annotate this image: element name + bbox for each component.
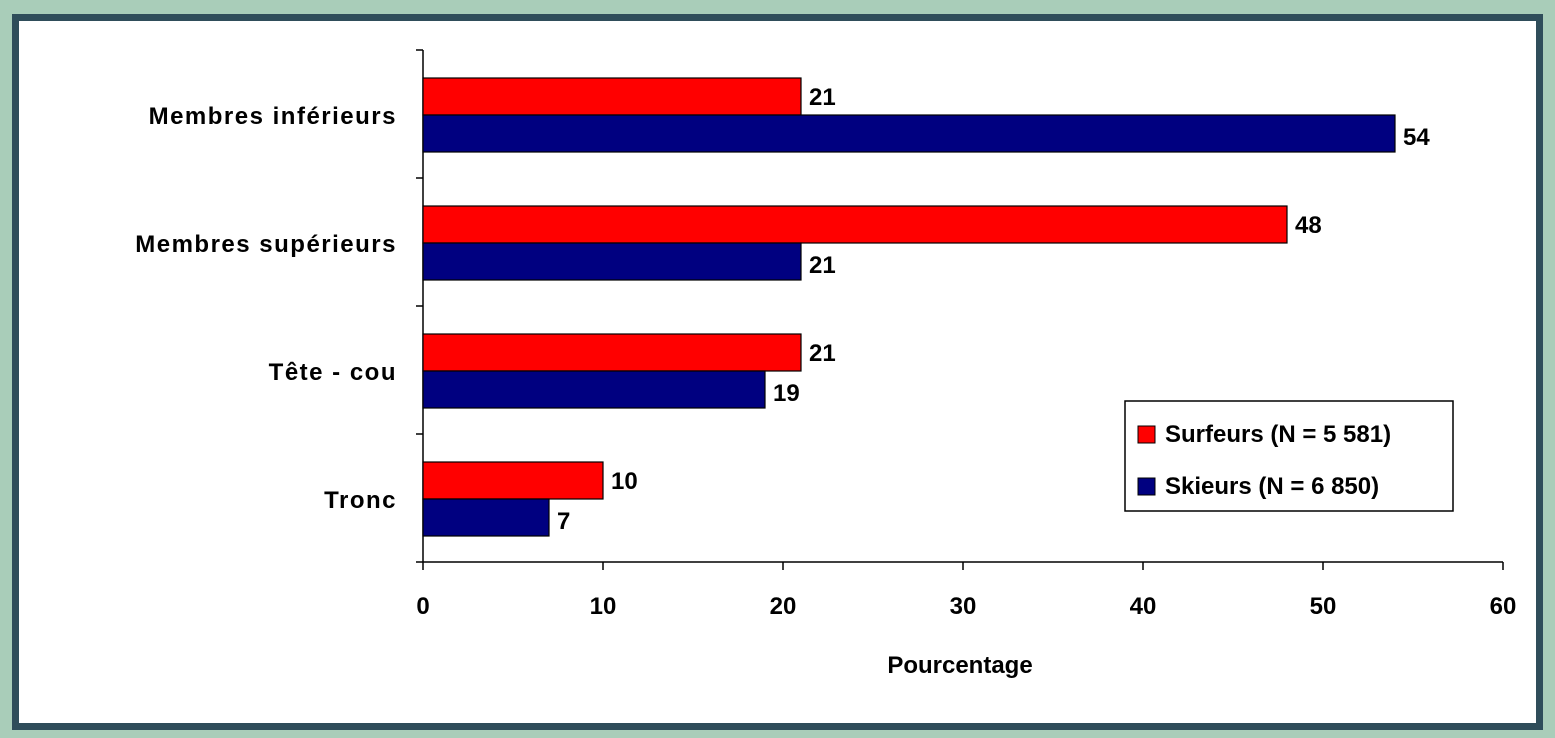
bar-surfeurs: [422, 77, 802, 116]
x-axis-title: Pourcentage: [887, 652, 1032, 679]
legend-swatch-surfeurs: [1137, 425, 1156, 444]
data-label: 21: [809, 84, 836, 111]
data-label: 48: [1295, 212, 1322, 239]
chart-legend: Surfeurs (N = 5 581) Skieurs (N = 6 850): [1124, 400, 1454, 512]
data-label: 21: [809, 252, 836, 279]
x-tick-label: 60: [1490, 593, 1517, 620]
legend-swatch-skieurs: [1137, 477, 1156, 496]
category-label: Tête - cou: [269, 359, 397, 386]
legend-label-skieurs: Skieurs (N = 6 850): [1165, 473, 1379, 500]
bar-skieurs: [422, 242, 802, 281]
x-tick-label: 50: [1310, 593, 1337, 620]
bar-surfeurs: [422, 205, 1288, 244]
x-tick-label: 20: [770, 593, 797, 620]
bar-surfeurs: [422, 461, 604, 500]
category-label: Membres supérieurs: [135, 231, 397, 258]
bar-skieurs: [422, 498, 550, 537]
data-label: 54: [1403, 124, 1430, 151]
x-tick-label: 10: [590, 593, 617, 620]
data-label: 7: [557, 508, 570, 535]
legend-box: [1124, 400, 1454, 512]
category-label: Membres inférieurs: [149, 103, 397, 130]
chart-labels: Membres inférieurs 21 54 Membres supérieurs…: [135, 84, 1430, 535]
x-tick-label: 0: [416, 593, 429, 620]
bar-surfeurs: [422, 333, 802, 372]
chart-bars: [422, 77, 1396, 537]
legend-label-surfeurs: Surfeurs (N = 5 581): [1165, 421, 1391, 448]
data-label: 10: [611, 468, 638, 495]
data-label: 19: [773, 380, 800, 407]
category-label: Tronc: [324, 487, 397, 514]
x-tick-label: 40: [1130, 593, 1157, 620]
x-tick-label: 30: [950, 593, 977, 620]
bar-skieurs: [422, 114, 1396, 153]
bar-skieurs: [422, 370, 766, 409]
data-label: 21: [809, 340, 836, 367]
